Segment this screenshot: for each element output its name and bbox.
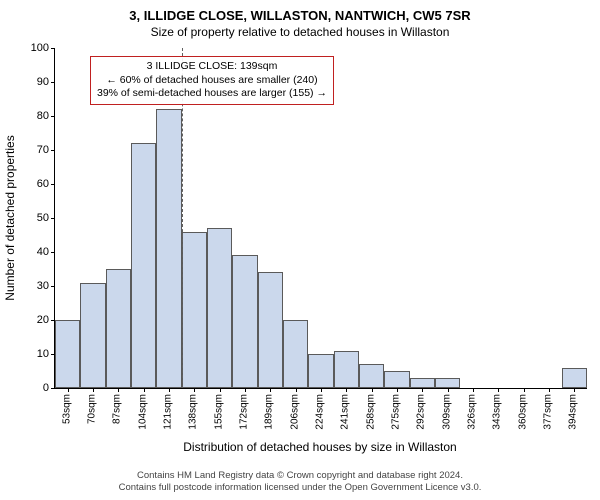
histogram-bar xyxy=(182,232,207,388)
x-tick-label: 326sqm xyxy=(467,394,480,430)
x-tick-mark xyxy=(397,388,398,392)
x-tick-mark xyxy=(296,388,297,392)
y-tick: 80 xyxy=(37,110,55,122)
histogram-bar xyxy=(80,283,105,388)
x-tick-label: 104sqm xyxy=(137,394,150,430)
histogram-bar xyxy=(562,368,587,388)
x-tick-mark xyxy=(270,388,271,392)
x-tick-mark xyxy=(245,388,246,392)
x-tick-label: 206sqm xyxy=(289,394,302,430)
x-tick-mark xyxy=(68,388,69,392)
y-tick: 30 xyxy=(37,280,55,292)
attribution-line2: Contains full postcode information licen… xyxy=(119,482,482,494)
histogram-bar xyxy=(156,109,181,388)
x-tick-label: 70sqm xyxy=(87,394,100,424)
x-tick-mark xyxy=(321,388,322,392)
histogram-bar xyxy=(435,378,460,388)
x-tick-label: 241sqm xyxy=(340,394,353,430)
x-tick-mark xyxy=(524,388,525,392)
x-tick-mark xyxy=(574,388,575,392)
x-tick-label: 309sqm xyxy=(441,394,454,430)
x-tick-mark xyxy=(448,388,449,392)
histogram-bar xyxy=(232,255,257,388)
histogram-bar xyxy=(55,320,80,388)
x-tick-label: 292sqm xyxy=(416,394,429,430)
y-tick: 40 xyxy=(37,246,55,258)
x-tick-mark xyxy=(169,388,170,392)
y-tick: 60 xyxy=(37,178,55,190)
attribution-text: Contains HM Land Registry data © Crown c… xyxy=(119,470,482,494)
x-tick-label: 377sqm xyxy=(543,394,556,430)
x-tick-label: 224sqm xyxy=(315,394,328,430)
histogram-bar xyxy=(308,354,333,388)
histogram-bar xyxy=(410,378,435,388)
x-tick-mark xyxy=(220,388,221,392)
x-tick-mark xyxy=(346,388,347,392)
x-tick-label: 172sqm xyxy=(239,394,252,430)
y-tick: 100 xyxy=(31,42,55,54)
x-tick-label: 394sqm xyxy=(568,394,581,430)
y-axis-label: Number of detached properties xyxy=(3,135,17,300)
x-tick-mark xyxy=(194,388,195,392)
x-tick-mark xyxy=(144,388,145,392)
histogram-bar xyxy=(334,351,359,388)
annotation-line3: 39% of semi-detached houses are larger (… xyxy=(97,87,327,101)
x-tick-label: 258sqm xyxy=(365,394,378,430)
x-tick-mark xyxy=(549,388,550,392)
x-tick-label: 360sqm xyxy=(517,394,530,430)
x-tick-label: 87sqm xyxy=(112,394,125,424)
x-tick-mark xyxy=(372,388,373,392)
histogram-bar xyxy=(283,320,308,388)
annotation-line1: 3 ILLIDGE CLOSE: 139sqm xyxy=(97,60,327,74)
x-tick-label: 155sqm xyxy=(213,394,226,430)
y-tick: 70 xyxy=(37,144,55,156)
y-tick: 90 xyxy=(37,76,55,88)
chart-container: 3, ILLIDGE CLOSE, WILLASTON, NANTWICH, C… xyxy=(0,0,600,500)
title-subtitle: Size of property relative to detached ho… xyxy=(0,23,600,39)
annotation-line2: ← 60% of detached houses are smaller (24… xyxy=(97,74,327,88)
title-address: 3, ILLIDGE CLOSE, WILLASTON, NANTWICH, C… xyxy=(0,0,600,23)
histogram-bar xyxy=(131,143,156,388)
x-tick-mark xyxy=(93,388,94,392)
x-tick-label: 343sqm xyxy=(492,394,505,430)
y-tick: 0 xyxy=(43,382,55,394)
x-tick-mark xyxy=(498,388,499,392)
histogram-bar xyxy=(384,371,409,388)
x-tick-label: 138sqm xyxy=(188,394,201,430)
histogram-bar xyxy=(359,364,384,388)
x-tick-label: 275sqm xyxy=(391,394,404,430)
x-tick-label: 121sqm xyxy=(163,394,176,430)
attribution-line1: Contains HM Land Registry data © Crown c… xyxy=(119,470,482,482)
x-tick-mark xyxy=(422,388,423,392)
x-tick-mark xyxy=(473,388,474,392)
annotation-box: 3 ILLIDGE CLOSE: 139sqm ← 60% of detache… xyxy=(90,56,334,105)
histogram-bar xyxy=(106,269,131,388)
y-tick: 20 xyxy=(37,314,55,326)
y-tick: 10 xyxy=(37,348,55,360)
x-tick-label: 53sqm xyxy=(61,394,74,424)
x-tick-mark xyxy=(118,388,119,392)
x-tick-label: 189sqm xyxy=(264,394,277,430)
histogram-bar xyxy=(207,228,232,388)
x-axis-label: Distribution of detached houses by size … xyxy=(183,440,456,454)
histogram-bar xyxy=(258,272,283,388)
y-tick: 50 xyxy=(37,212,55,224)
